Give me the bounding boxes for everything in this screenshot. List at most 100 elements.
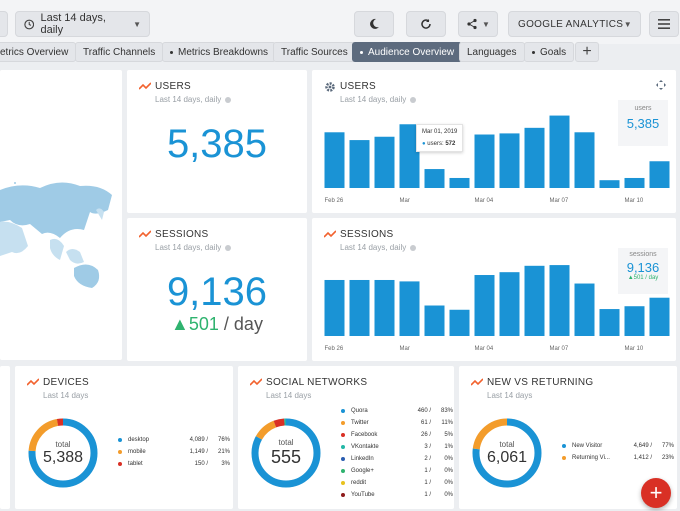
chart-legend: sessions 9,136 ▲501 / day xyxy=(618,248,668,294)
donut-center: total 555 xyxy=(249,416,323,490)
card-subtitle: Last 14 days xyxy=(266,391,312,400)
bar[interactable] xyxy=(424,169,445,188)
clock-icon xyxy=(24,19,35,29)
bar[interactable] xyxy=(324,132,345,188)
x-tick-label: Mar 07 xyxy=(550,198,569,204)
legend-row[interactable]: Facebook 26 / 5% xyxy=(341,429,453,441)
bar[interactable] xyxy=(649,161,670,188)
add-widget-button[interactable]: + xyxy=(641,478,671,508)
tab-traffic-sources[interactable]: Traffic Sources xyxy=(273,42,356,62)
legend-name: VKontakte xyxy=(351,444,379,450)
bar[interactable] xyxy=(624,306,645,336)
donut-slice[interactable] xyxy=(28,418,98,488)
plus-icon: + xyxy=(649,480,663,505)
bar[interactable] xyxy=(599,309,620,336)
x-tick-label: Mar 04 xyxy=(475,346,494,352)
bar[interactable] xyxy=(474,134,495,188)
legend-percent: 5% xyxy=(444,432,453,438)
bar[interactable] xyxy=(524,127,545,188)
devices-donut-chart xyxy=(28,418,98,488)
legend-row[interactable]: Twitter 61 / 11% xyxy=(341,417,453,429)
bar[interactable] xyxy=(549,265,570,336)
legend-value: 150 / xyxy=(194,461,208,467)
tooltip-row: ● users: 572 xyxy=(422,141,456,147)
tab-audience-overview[interactable]: Audience Overview xyxy=(352,42,463,62)
bar[interactable] xyxy=(649,297,670,336)
legend-row[interactable]: Google+ 1 / 0% xyxy=(341,465,453,477)
bar[interactable] xyxy=(374,136,395,188)
card-title: USERS xyxy=(340,81,376,92)
bar[interactable] xyxy=(399,281,420,336)
legend-swatch xyxy=(118,438,122,442)
menu-button[interactable] xyxy=(649,11,679,37)
bar[interactable] xyxy=(349,279,370,336)
card-title: NEW VS RETURNING xyxy=(487,377,594,388)
legend-row[interactable]: New Visitor 4,649 / 77% xyxy=(562,440,674,452)
bar[interactable] xyxy=(499,272,520,336)
world-map xyxy=(0,182,112,288)
move-icon[interactable] xyxy=(656,80,666,90)
legend-row[interactable]: Quora 460 / 83% xyxy=(341,405,453,417)
donut-slice[interactable] xyxy=(472,418,542,488)
bar[interactable] xyxy=(574,283,595,336)
bar[interactable] xyxy=(549,115,570,188)
bar[interactable] xyxy=(624,177,645,188)
legend-name: Quora xyxy=(351,408,368,414)
bar[interactable] xyxy=(449,309,470,336)
legend-row[interactable]: desktop 4,089 / 76% xyxy=(118,434,230,446)
tab-languages[interactable]: Languages xyxy=(459,42,525,62)
bar[interactable] xyxy=(574,132,595,188)
dark-mode-button[interactable] xyxy=(354,11,394,37)
bar[interactable] xyxy=(599,180,620,188)
users-chart-card: USERS Last 14 days, daily Feb 26 Mar Mar 0… xyxy=(312,70,676,213)
bar[interactable] xyxy=(499,133,520,188)
legend-row[interactable]: VKontakte 3 / 1% xyxy=(341,441,453,453)
donut-center: total 6,061 xyxy=(470,416,544,490)
bar[interactable] xyxy=(349,140,370,188)
legend-row[interactable]: reddit 1 / 0% xyxy=(341,477,453,489)
legend-row[interactable]: YouTube 1 / 0% xyxy=(341,489,453,501)
legend-label: users xyxy=(634,105,652,112)
collapse-button[interactable] xyxy=(0,11,8,37)
legend-swatch xyxy=(562,456,566,460)
legend-value: 460 / xyxy=(417,408,431,414)
legend-row[interactable]: LinkedIn 2 / 0% xyxy=(341,453,453,465)
refresh-button[interactable] xyxy=(406,11,446,37)
donut-center: total 5,388 xyxy=(26,416,100,490)
legend-value: 1 / xyxy=(424,480,431,486)
legend-value: 26 / xyxy=(420,432,431,438)
donut-slice[interactable] xyxy=(251,418,321,488)
legend-swatch xyxy=(341,457,345,461)
add-tab-button[interactable]: + xyxy=(575,42,599,62)
x-tick-label: Mar xyxy=(400,198,410,204)
legend-row[interactable]: Returning Vi... 1,412 / 23% xyxy=(562,452,674,464)
legend-row[interactable]: tablet 150 / 3% xyxy=(118,458,230,470)
bar[interactable] xyxy=(324,279,345,336)
tab-metrics-breakdowns[interactable]: Metrics Breakdowns xyxy=(162,42,277,62)
bar[interactable] xyxy=(399,124,420,188)
legend-value: 1,412 / xyxy=(633,455,652,461)
donut-center-value: 555 xyxy=(270,447,302,467)
legend-value: 4,649 / xyxy=(633,443,652,449)
account-select[interactable]: GOOGLE ANALYTICS ▼ xyxy=(508,11,641,37)
legend-name: tablet xyxy=(128,461,143,467)
social-donut-chart xyxy=(251,418,321,488)
legend-percent: 23% xyxy=(661,455,674,461)
legend-value: 1 / xyxy=(424,468,431,474)
tab-goals[interactable]: Goals xyxy=(524,42,575,62)
tab-traffic-channels[interactable]: Traffic Channels xyxy=(75,42,164,62)
bar[interactable] xyxy=(524,265,545,336)
x-tick-label: Mar 10 xyxy=(625,346,644,352)
gear-icon[interactable] xyxy=(324,81,336,93)
legend-row[interactable]: mobile 1,149 / 21% xyxy=(118,446,230,458)
new-returning-donut-chart xyxy=(472,418,542,488)
share-button[interactable]: ▼ xyxy=(458,11,498,37)
bar[interactable] xyxy=(374,279,395,336)
bar[interactable] xyxy=(424,305,445,336)
bar[interactable] xyxy=(474,275,495,336)
date-range-select[interactable]: Last 14 days, daily ▼ xyxy=(15,11,150,37)
tab-metrics-overview[interactable]: etrics Overview xyxy=(0,42,77,62)
users-kpi-card: USERS Last 14 days, daily 5,385 xyxy=(127,70,307,213)
bar[interactable] xyxy=(449,177,470,188)
card-subtitle: Last 14 days, daily xyxy=(155,243,232,252)
